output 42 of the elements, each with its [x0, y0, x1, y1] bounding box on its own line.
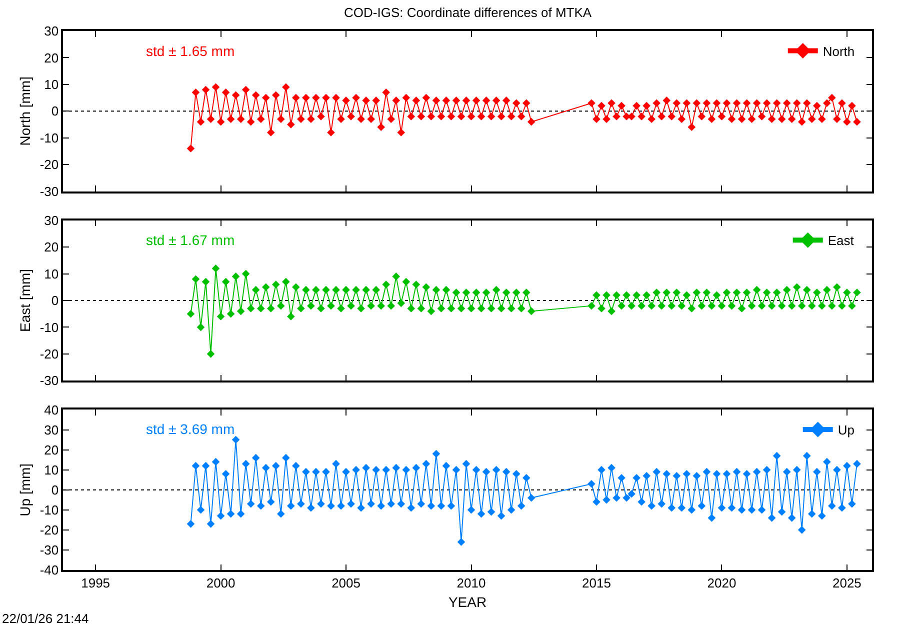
y-tick-label: -10 [40, 320, 59, 335]
y-tick-label: 20 [44, 240, 59, 255]
y-tick-label: -30 [40, 373, 59, 388]
y-tick-label: 0 [51, 293, 59, 308]
x-tick-label: 1995 [81, 575, 110, 590]
x-tick-label: 2015 [582, 575, 611, 590]
y-tick-label: 10 [44, 266, 59, 282]
y-tick-label: 0 [51, 482, 59, 498]
y-tick-label: -10 [40, 130, 59, 146]
y-tick-label: 40 [44, 402, 59, 418]
annotation: std ± 3.69 mm [146, 421, 235, 437]
legend-label: Up [838, 422, 854, 438]
legend-label: East [828, 233, 854, 248]
x-tick-label: 2025 [832, 575, 862, 590]
y-tick-label: -40 [40, 562, 59, 578]
x-tick-label: 2000 [206, 575, 236, 590]
y-axis-title: Up [mm] [16, 463, 33, 516]
y-tick-label: 30 [44, 422, 59, 438]
y-tick-label: 30 [44, 212, 59, 228]
x-tick-label: 2010 [456, 575, 486, 590]
y-tick-label: -30 [40, 184, 59, 199]
annotation: std ± 1.67 mm [146, 232, 235, 248]
y-axis-title: North [mm] [16, 76, 33, 146]
y-tick-label: 30 [44, 24, 59, 39]
y-tick-label: 0 [51, 104, 59, 119]
y-tick-label: -20 [40, 157, 59, 172]
x-tick-label: 2020 [707, 575, 736, 590]
chart-title: COD-IGS: Coordinate differences of MTKA [344, 5, 592, 20]
x-axis-title: YEAR [448, 594, 487, 610]
y-tick-label: -20 [40, 346, 59, 362]
y-tick-label: 20 [44, 442, 59, 458]
y-tick-label: -10 [40, 502, 59, 518]
x-tick-label: 2005 [332, 575, 360, 590]
y-axis-title: East [mm] [16, 268, 33, 332]
y-tick-label: 10 [44, 462, 59, 478]
y-tick-label: 10 [44, 76, 59, 92]
text: 22/01/26 21:44 [2, 611, 89, 626]
y-tick-label: 20 [44, 50, 59, 66]
y-tick-label: -30 [40, 542, 59, 558]
legend-label: North [822, 44, 855, 59]
annotation: std ± 1.65 mm [146, 43, 235, 59]
y-tick-label: -20 [40, 522, 59, 538]
